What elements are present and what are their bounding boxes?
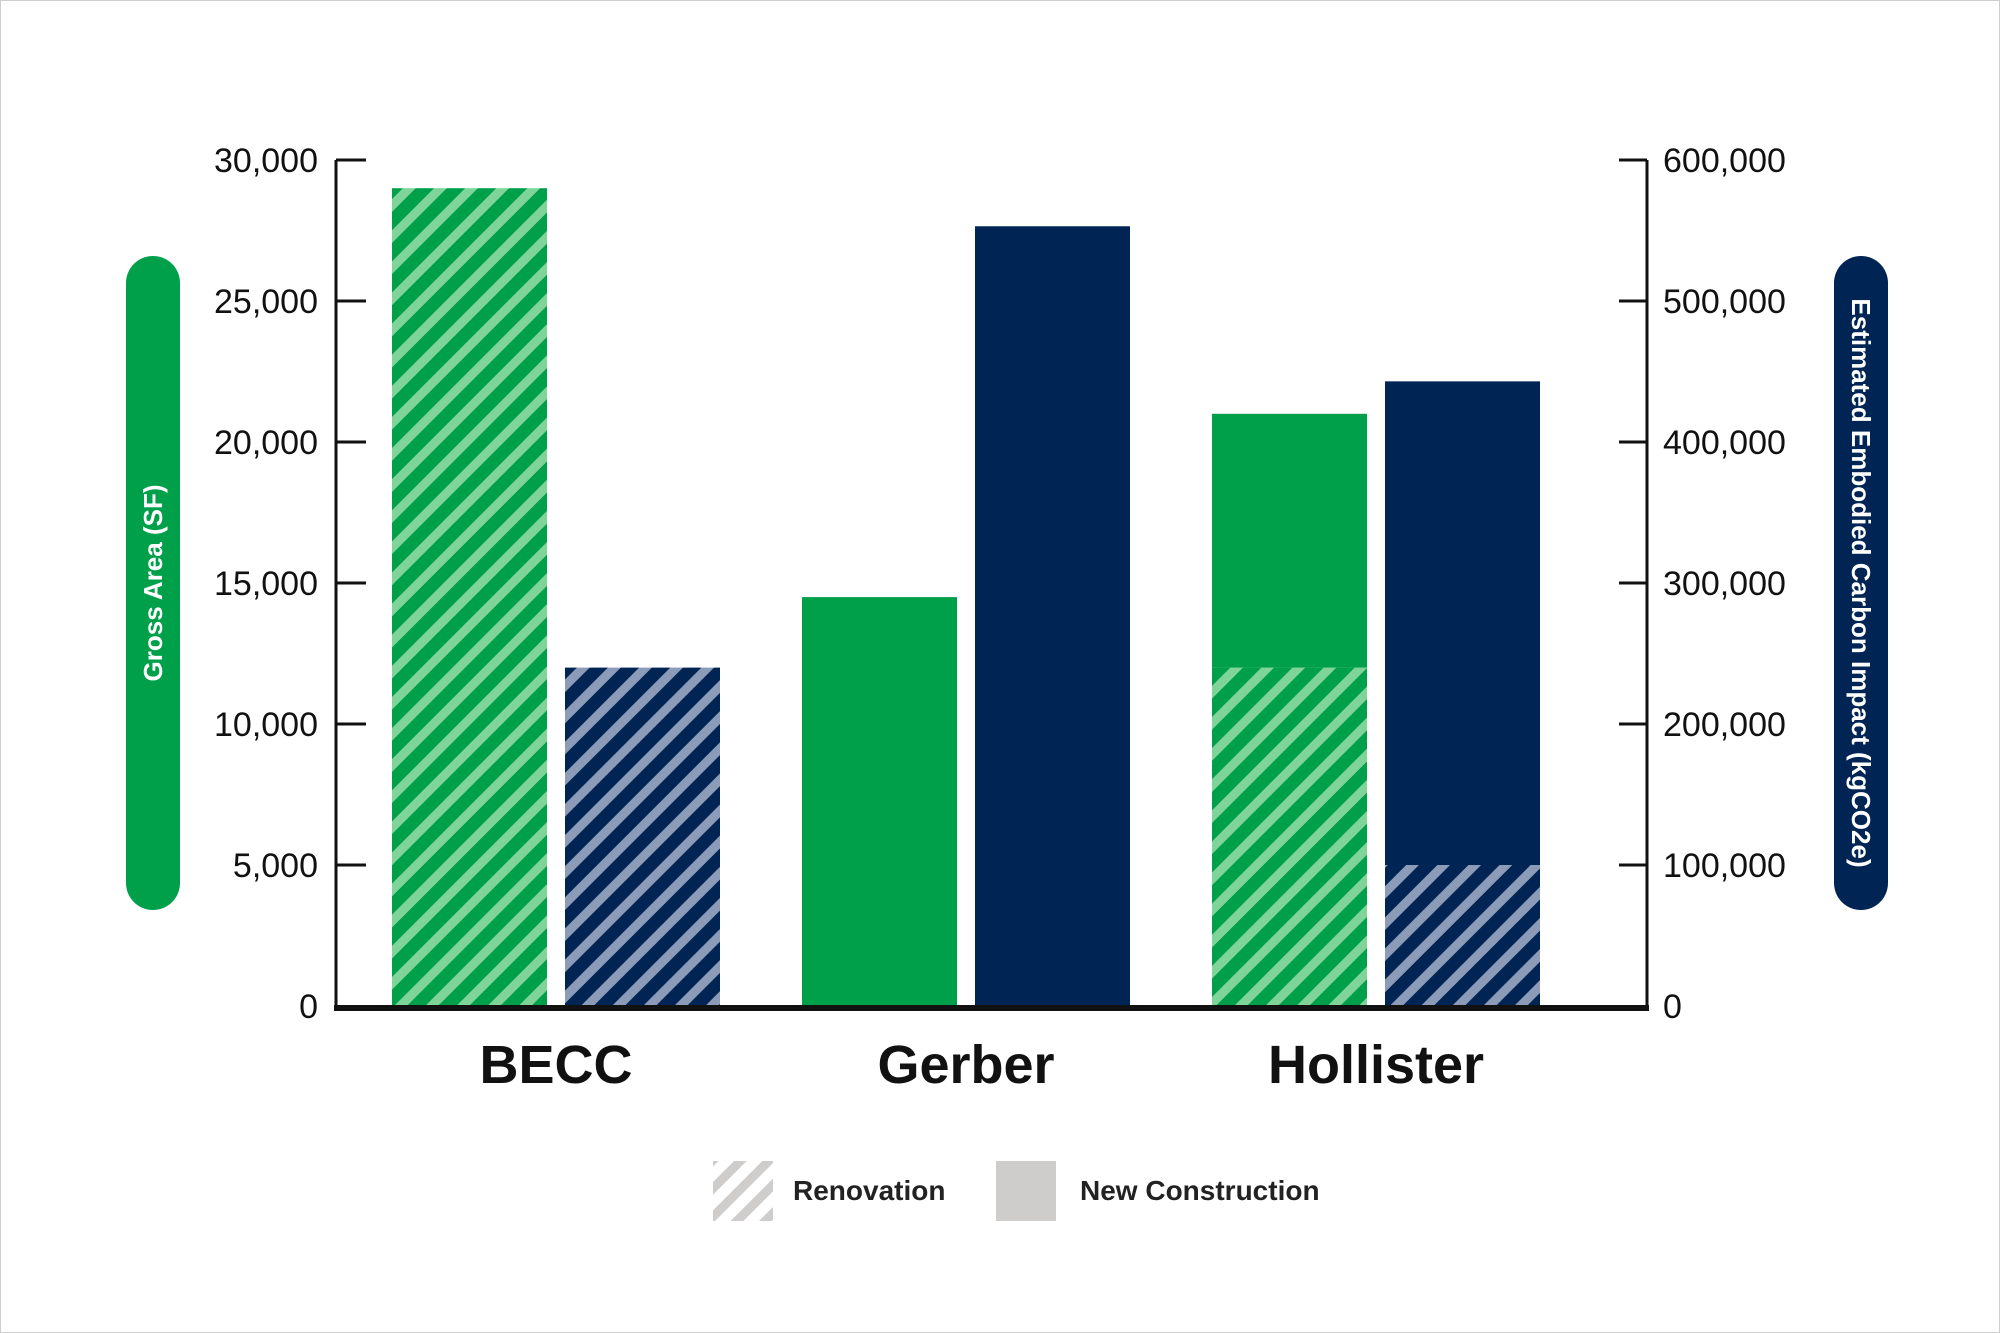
left-tick-label: 20,000 — [214, 424, 318, 462]
bar-hollister-left-renovation — [1212, 667, 1367, 1006]
bar-hollister-left-new-construction — [1212, 413, 1367, 668]
right-tick-label: 200,000 — [1663, 706, 1786, 744]
right-tick-label: 300,000 — [1663, 565, 1786, 603]
right-tick-label: 600,000 — [1663, 142, 1786, 180]
bar-becc-right-renovation — [565, 667, 720, 1006]
left-tick-label: 25,000 — [214, 283, 318, 321]
right-tick-label: 100,000 — [1663, 847, 1786, 885]
legend-label-new-construction: New Construction — [1080, 1175, 1320, 1206]
right-axis-pill-bg — [1834, 256, 1888, 910]
category-label-hollister: Hollister — [1268, 1035, 1484, 1095]
category-labels: BECC Gerber Hollister — [479, 1035, 1484, 1095]
bar-hollister-right-renovation — [1385, 865, 1540, 1006]
left-tick-label: 30,000 — [214, 142, 318, 180]
left-tick-label: 15,000 — [214, 565, 318, 603]
legend-swatch-renovation — [713, 1161, 773, 1221]
right-tick-label: 400,000 — [1663, 424, 1786, 462]
category-label-gerber: Gerber — [877, 1035, 1054, 1095]
legend-swatch-new-construction — [996, 1161, 1056, 1221]
right-axis-pill: Estimated Embodied Carbon Impact (kgCO2e… — [1834, 256, 1888, 910]
left-axis-pill-bg — [126, 256, 180, 910]
left-axis-ticks: 0 5,000 10,000 15,000 20,000 25,000 30,000 — [214, 142, 366, 1026]
legend-label-renovation: Renovation — [793, 1175, 945, 1206]
left-axis-pill: Gross Area (SF) — [126, 256, 180, 910]
left-tick-label: 10,000 — [214, 706, 318, 744]
bar-hollister-right-new-construction — [1385, 381, 1540, 865]
left-tick-label: 5,000 — [233, 847, 318, 885]
right-tick-label: 500,000 — [1663, 283, 1786, 321]
bar-gerber-right-new-construction — [975, 226, 1130, 1006]
category-label-becc: BECC — [479, 1035, 632, 1095]
bar-becc-left-renovation — [392, 188, 547, 1006]
bar-gerber-left-new-construction — [802, 597, 957, 1006]
bars — [392, 188, 1540, 1006]
right-axis-label: Estimated Embodied Carbon Impact (kgCO2e… — [1846, 298, 1876, 867]
left-axis-label: Gross Area (SF) — [138, 485, 168, 682]
legend: Renovation New Construction — [713, 1161, 1320, 1221]
left-tick-label: 0 — [299, 988, 318, 1026]
right-axis-ticks: 0 100,000 200,000 300,000 400,000 500,000 600,… — [1619, 142, 1786, 1026]
right-tick-label: 0 — [1663, 988, 1682, 1026]
